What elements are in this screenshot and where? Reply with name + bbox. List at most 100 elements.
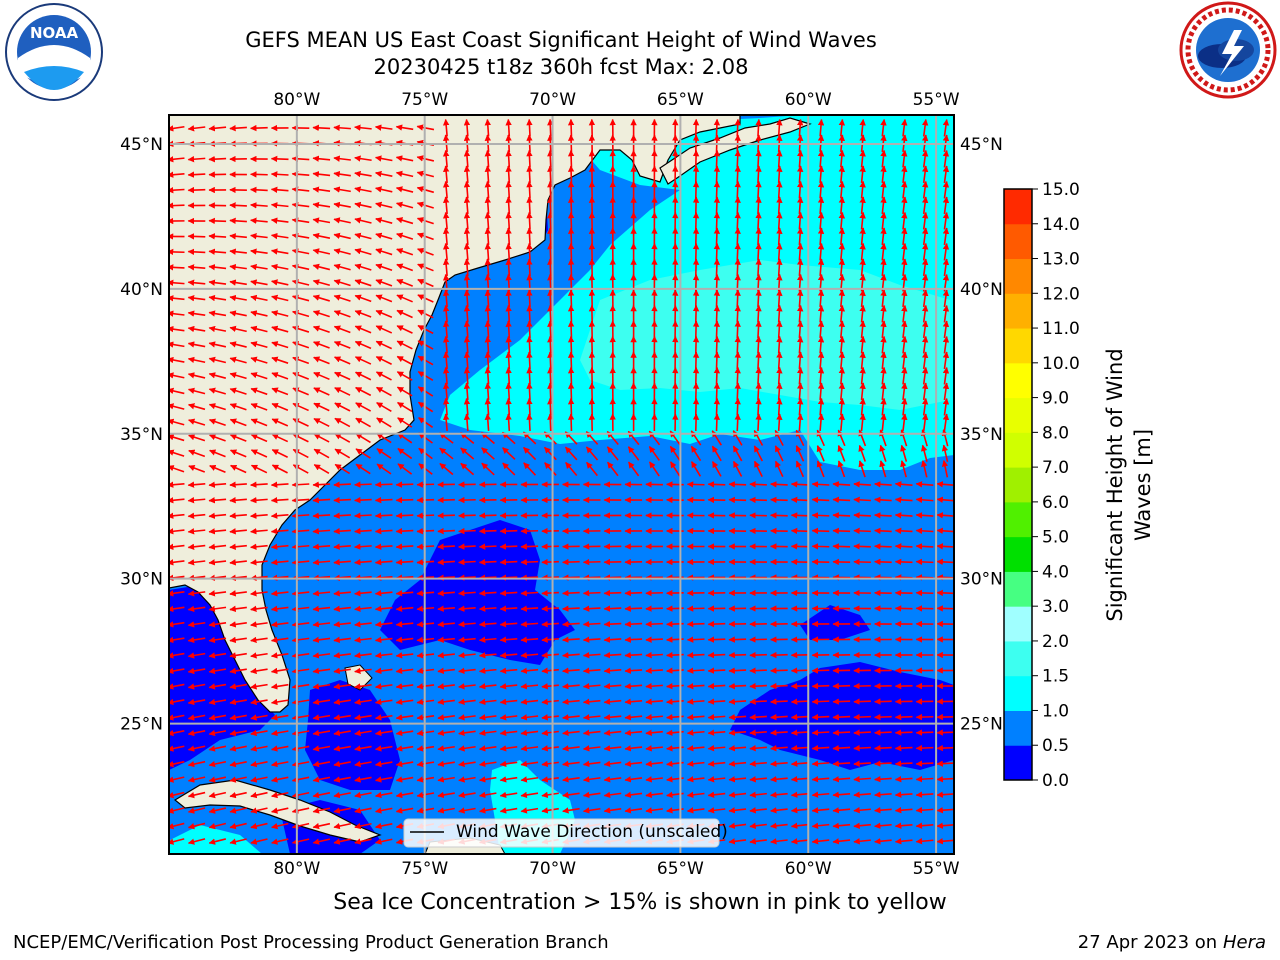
wave-direction-arrow	[169, 125, 185, 132]
wave-direction-arrow	[312, 232, 331, 240]
wave-direction-arrow	[505, 211, 512, 230]
wave-direction-arrow	[547, 258, 554, 277]
wave-direction-arrow	[396, 340, 413, 350]
wave-direction-arrow	[547, 335, 554, 354]
wave-direction-arrow	[375, 201, 393, 209]
lat-tick-label: 30°N	[960, 570, 1003, 590]
lat-tick-label: 25°N	[120, 715, 163, 735]
wave-direction-arrow	[920, 429, 928, 447]
wave-direction-arrow	[776, 227, 783, 246]
wave-direction-arrow	[395, 496, 414, 504]
wave-direction-arrow	[334, 387, 351, 396]
wave-direction-arrow	[915, 481, 934, 488]
wave-direction-arrow	[209, 449, 226, 458]
wave-direction-arrow	[894, 527, 913, 535]
wave-direction-arrow	[776, 397, 783, 416]
wave-direction-arrow	[187, 512, 206, 519]
wave-direction-arrow	[374, 496, 393, 504]
wave-direction-arrow	[375, 186, 393, 193]
wave-direction-arrow	[354, 605, 372, 612]
wave-direction-arrow	[901, 149, 908, 168]
wave-direction-arrow	[942, 242, 950, 261]
wave-direction-arrow	[208, 418, 226, 426]
wave-direction-arrow	[395, 170, 414, 178]
wave-direction-arrow	[354, 248, 372, 256]
footer-credit: NCEP/EMC/Verification Post Processing Pr…	[13, 932, 609, 953]
wave-direction-arrow	[859, 211, 866, 230]
wave-direction-arrow	[458, 558, 476, 566]
wave-direction-arrow	[188, 403, 206, 411]
wave-direction-arrow	[707, 682, 726, 690]
wave-direction-arrow	[880, 289, 887, 308]
lat-tick-label: 40°N	[120, 280, 163, 300]
wave-direction-arrow	[624, 651, 643, 659]
wave-direction-arrow	[333, 170, 351, 178]
wave-direction-arrow	[817, 320, 825, 339]
wave-direction-arrow	[354, 279, 372, 287]
wave-direction-arrow	[776, 304, 783, 323]
colorbar-tick-label: 8.0	[1042, 423, 1069, 443]
wave-direction-arrow	[526, 289, 533, 308]
wave-direction-arrow	[355, 448, 371, 459]
wave-direction-arrow	[333, 217, 351, 224]
wave-direction-arrow	[208, 325, 227, 333]
wave-direction-arrow	[713, 211, 721, 230]
wave-direction-arrow	[942, 382, 950, 401]
wave-direction-arrow	[271, 433, 289, 443]
wave-direction-arrow	[458, 605, 476, 612]
wave-direction-arrow	[520, 605, 539, 612]
wave-direction-arrow	[442, 196, 450, 215]
colorbar-segment	[1004, 745, 1032, 781]
wave-direction-arrow	[838, 351, 846, 370]
wave-direction-arrow	[374, 605, 393, 612]
wave-direction-arrow	[169, 418, 185, 426]
wave-direction-arrow	[859, 335, 866, 354]
wave-direction-arrow	[832, 698, 851, 705]
wave-direction-arrow	[291, 232, 310, 240]
wave-direction-arrow	[942, 335, 950, 354]
wave-direction-arrow	[442, 242, 450, 261]
wave-direction-arrow	[396, 217, 414, 225]
wave-direction-arrow	[208, 543, 227, 550]
colorbar-segment	[1004, 467, 1032, 503]
wave-direction-arrow	[208, 497, 227, 504]
wave-direction-arrow	[853, 527, 871, 535]
wave-direction-arrow	[312, 279, 331, 287]
wave-direction-arrow	[458, 590, 476, 597]
wave-direction-arrow	[270, 186, 289, 193]
wave-direction-arrow	[312, 263, 331, 271]
wave-direction-arrow	[853, 760, 871, 767]
wave-direction-arrow	[481, 462, 495, 476]
colorbar-tick-label: 7.0	[1042, 458, 1069, 478]
wave-direction-arrow	[291, 294, 310, 302]
wave-direction-arrow	[463, 211, 471, 230]
wave-direction-arrow	[250, 559, 268, 566]
wave-direction-arrow	[463, 335, 471, 354]
wave-direction-arrow	[292, 356, 310, 365]
wave-direction-arrow	[941, 429, 949, 447]
wave-direction-arrow	[853, 729, 871, 736]
wave-direction-arrow	[921, 335, 929, 354]
lon-tick-label: 70°W	[529, 859, 576, 879]
wave-direction-arrow	[838, 180, 846, 199]
wave-direction-arrow	[603, 589, 622, 597]
noaa-logo-text: NOAA	[30, 24, 79, 42]
wave-direction-arrow	[396, 309, 413, 319]
wave-direction-arrow	[776, 320, 783, 339]
wave-direction-arrow	[437, 496, 455, 504]
wave-direction-arrow	[437, 543, 455, 550]
wave-direction-arrow	[776, 335, 783, 354]
wave-direction-arrow	[439, 462, 454, 476]
wave-direction-arrow	[505, 335, 512, 354]
wave-direction-arrow	[312, 496, 331, 504]
wave-direction-arrow	[797, 382, 804, 401]
wave-direction-arrow	[755, 351, 762, 370]
wave-direction-arrow	[439, 447, 454, 460]
wave-direction-arrow	[567, 320, 575, 339]
wave-direction-arrow	[333, 310, 351, 318]
wave-direction-arrow	[395, 124, 414, 131]
wave-direction-arrow	[880, 118, 887, 137]
wave-direction-arrow	[250, 403, 268, 411]
wave-direction-arrow	[271, 403, 289, 411]
wave-direction-arrow	[853, 713, 871, 721]
